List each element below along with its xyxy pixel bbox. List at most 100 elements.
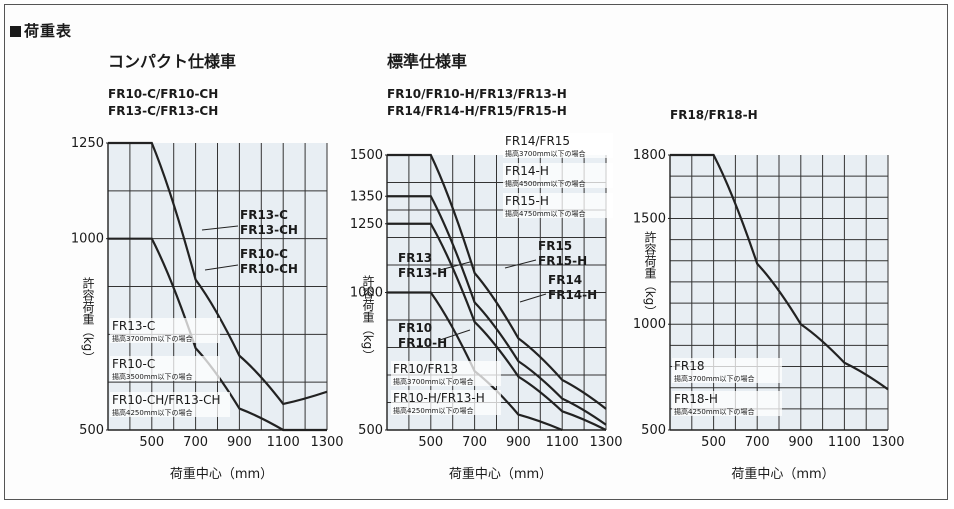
x-tick-label: 700: [183, 435, 208, 450]
chart1-model-line: FR10-C/FR10-CH: [108, 87, 219, 101]
note-backing: [391, 390, 501, 415]
series-line: [387, 195, 607, 426]
chart2-model-line: FR14/FR14-H/FR15/FR15-H: [387, 104, 567, 118]
section-title-standard: 標準仕様車: [387, 52, 468, 71]
label-leader: [504, 259, 537, 269]
x-tick-label: 900: [788, 435, 813, 450]
y-tick-label: 1000: [350, 286, 383, 301]
y-tick-label: 500: [358, 423, 383, 438]
chart3-model-line: FR18/FR18-H: [670, 108, 758, 122]
page-title: 荷重表: [10, 20, 72, 41]
x-tick-label: 500: [418, 435, 443, 450]
series-label: FR13: [398, 251, 432, 265]
note-condition: 揚高4250mm以下の場合: [112, 408, 192, 417]
note-condition: 揚高4250mm以下の場合: [393, 406, 473, 415]
series-label: FR15-H: [538, 254, 587, 268]
note-condition: 揚高3700mm以下の場合: [112, 334, 192, 343]
label-leader: [439, 329, 471, 341]
series-line: [108, 141, 328, 406]
y-tick-label: 1800: [633, 148, 666, 163]
x-tick-label: 900: [506, 435, 531, 450]
y-tick-label: 1000: [71, 232, 104, 247]
note-backing: [110, 318, 220, 343]
series-label: FR15: [538, 239, 572, 253]
page-title-text: 荷重表: [24, 22, 73, 40]
note-backing: [503, 133, 613, 158]
x-tick-label: 500: [139, 435, 164, 450]
note-condition: 揚高4750mm以下の場合: [505, 209, 585, 218]
note-condition: 揚高4500mm以下の場合: [505, 179, 585, 188]
y-tick-label: 500: [79, 423, 104, 438]
y-tick-label: 1500: [350, 148, 383, 163]
series-label: FR10-H: [398, 336, 447, 350]
label-leader: [519, 293, 547, 303]
note-condition: 揚高3500mm以下の場合: [112, 372, 192, 381]
chart1-models: FR10-C/FR10-CH FR13-C/FR13-CH: [108, 86, 218, 120]
note-title: FR18: [674, 359, 705, 373]
label-leader: [204, 264, 239, 271]
square-bullet-icon: [10, 26, 21, 37]
chart2-model-line: FR10/FR10-H/FR13/FR13-H: [387, 87, 567, 101]
series-line: [387, 222, 607, 431]
x-axis-label: 荷重中心（mm）: [170, 466, 273, 482]
note-title: FR10-C: [112, 357, 155, 371]
series-label: FR10: [398, 321, 432, 335]
x-axis-label: 荷重中心（mm）: [731, 466, 834, 482]
note-backing: [503, 163, 613, 188]
x-tick-label: 700: [462, 435, 487, 450]
note-condition: 揚高4250mm以下の場合: [674, 407, 754, 416]
y-tick-label: 1500: [633, 211, 666, 226]
label-leader: [439, 261, 471, 271]
note-backing: [503, 193, 613, 218]
note-condition: 揚高3700mm以下の場合: [505, 149, 585, 158]
series-label: FR10-CH: [240, 262, 298, 276]
note-title: FR18-H: [674, 392, 718, 406]
section-title-compact: コンパクト仕様車: [108, 52, 237, 71]
x-tick-label: 1300: [310, 435, 343, 450]
note-backing: [110, 392, 230, 417]
y-tick-label: 1000: [633, 317, 666, 332]
series-line: [387, 153, 607, 410]
note-title: FR15-H: [505, 194, 549, 208]
series-label: FR13-CH: [240, 223, 298, 237]
x-tick-label: 1100: [828, 435, 861, 450]
note-title: FR13-C: [112, 319, 155, 333]
series-line: [108, 237, 327, 432]
y-tick-label: 1250: [350, 217, 383, 232]
note-backing: [672, 391, 782, 416]
x-tick-label: 1100: [267, 435, 300, 450]
y-tick-label: 1250: [71, 136, 104, 151]
y-axis-label: 許容荷重（kg）: [361, 274, 375, 361]
note-title: FR10-H/FR13-H: [393, 391, 485, 405]
series-line: [670, 153, 889, 391]
note-backing: [391, 361, 501, 386]
series-label: FR10-C: [240, 247, 288, 261]
note-title: FR14-H: [505, 164, 549, 178]
chart1-model-line: FR13-C/FR13-CH: [108, 104, 219, 118]
y-axis-label: 許容荷重（kg）: [643, 230, 657, 317]
label-leader: [201, 225, 239, 231]
chart2-models: FR10/FR10-H/FR13/FR13-H FR14/FR14-H/FR15…: [387, 86, 567, 120]
note-title: FR10-CH/FR13-CH: [112, 393, 221, 407]
x-tick-label: 700: [745, 435, 770, 450]
x-axis-label: 荷重中心（mm）: [449, 466, 552, 482]
series-label: FR14-H: [548, 288, 597, 302]
series-label: FR13-H: [398, 266, 447, 280]
series-label: FR13-C: [240, 208, 288, 222]
chart3-models: FR18/FR18-H: [670, 107, 758, 124]
note-condition: 揚高3700mm以下の場合: [674, 374, 754, 383]
note-backing: [672, 358, 782, 383]
note-backing: [110, 356, 220, 381]
x-tick-label: 500: [701, 435, 726, 450]
series-label: FR14: [548, 273, 582, 287]
y-axis-label: 許容荷重（kg）: [81, 276, 95, 363]
y-tick-label: 1350: [350, 189, 383, 204]
x-tick-label: 1300: [871, 435, 904, 450]
x-tick-label: 1100: [546, 435, 579, 450]
note-title: FR14/FR15: [505, 134, 570, 148]
x-tick-label: 1300: [589, 435, 622, 450]
note-condition: 揚高3700mm以下の場合: [393, 377, 473, 386]
x-tick-label: 900: [227, 435, 252, 450]
y-tick-label: 500: [641, 423, 666, 438]
